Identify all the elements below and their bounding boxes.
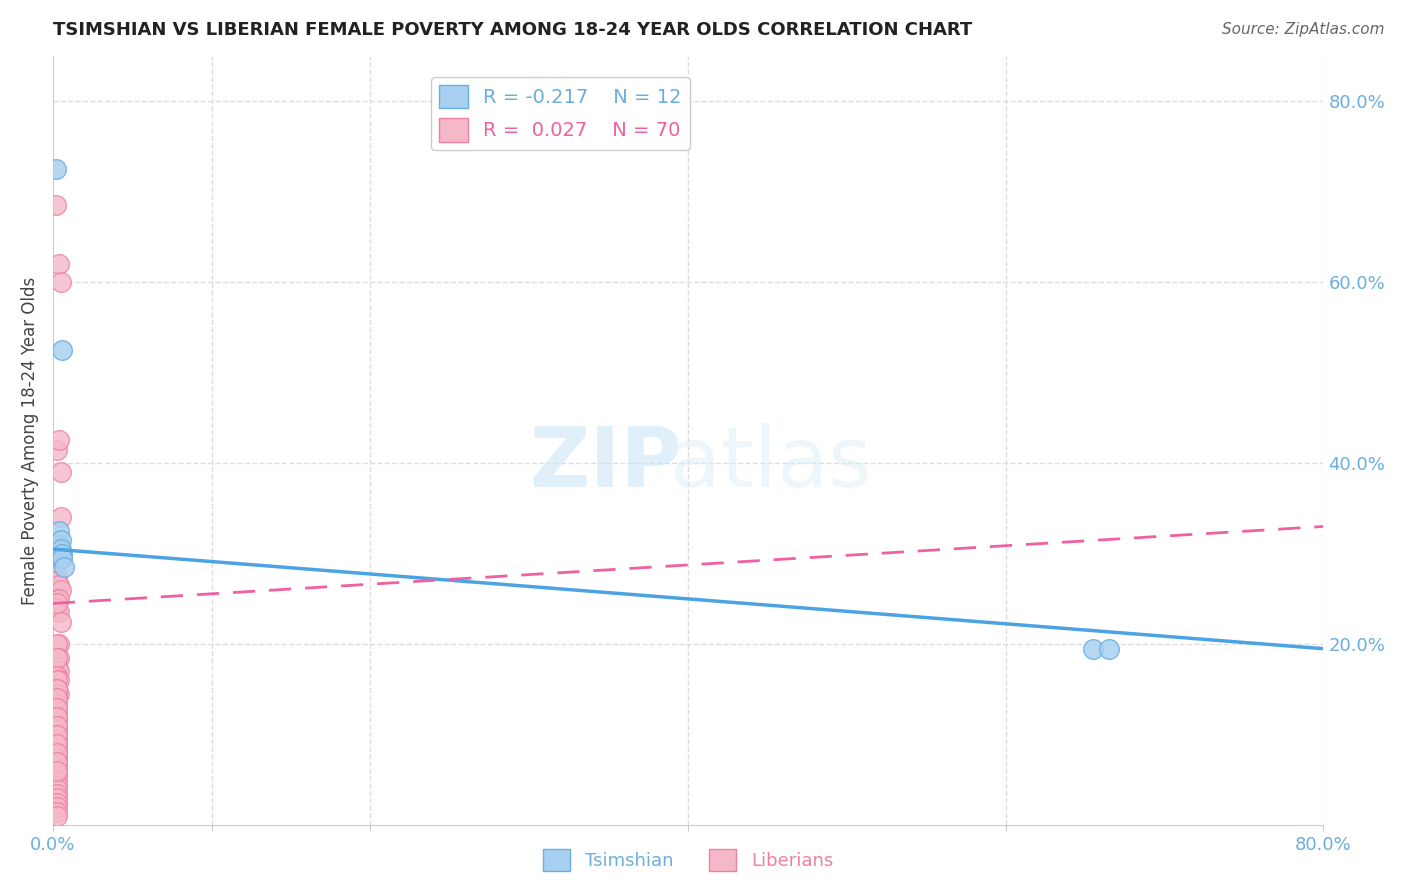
Point xyxy=(46,650,69,665)
Point xyxy=(48,434,70,448)
Point xyxy=(46,805,69,819)
Point xyxy=(46,682,69,697)
Point xyxy=(46,732,69,747)
Point xyxy=(46,750,69,764)
Point xyxy=(46,714,69,728)
Point xyxy=(46,796,69,810)
Point xyxy=(49,510,72,524)
Point xyxy=(46,442,69,457)
Point xyxy=(48,665,70,679)
Point xyxy=(46,574,69,588)
Point xyxy=(46,673,69,688)
Point xyxy=(46,768,69,782)
Point xyxy=(46,691,69,706)
Point xyxy=(46,700,69,714)
Point xyxy=(51,551,73,566)
Point xyxy=(49,551,72,566)
Point xyxy=(45,161,67,176)
Point xyxy=(46,746,69,760)
Point xyxy=(52,560,75,574)
Point xyxy=(46,772,69,787)
Text: atlas: atlas xyxy=(669,423,872,504)
Point xyxy=(49,615,72,629)
Point xyxy=(46,542,69,557)
Legend: Tsimshian, Liberians: Tsimshian, Liberians xyxy=(536,841,841,878)
Point xyxy=(46,709,69,723)
Text: TSIMSHIAN VS LIBERIAN FEMALE POVERTY AMONG 18-24 YEAR OLDS CORRELATION CHART: TSIMSHIAN VS LIBERIAN FEMALE POVERTY AMO… xyxy=(52,21,972,39)
Y-axis label: Female Poverty Among 18-24 Year Olds: Female Poverty Among 18-24 Year Olds xyxy=(21,277,39,605)
Point xyxy=(46,800,69,814)
Point xyxy=(46,809,69,823)
Point xyxy=(46,791,69,805)
Point xyxy=(46,696,69,710)
Point xyxy=(46,782,69,797)
Point xyxy=(49,465,72,479)
Point xyxy=(48,591,70,606)
Point xyxy=(49,275,72,289)
Point xyxy=(46,682,69,697)
Point xyxy=(48,650,70,665)
Point xyxy=(48,673,70,688)
Point xyxy=(46,569,69,583)
Point xyxy=(46,719,69,733)
Point xyxy=(46,700,69,714)
Point xyxy=(48,687,70,701)
Point xyxy=(48,578,70,592)
Point xyxy=(46,737,69,751)
Point xyxy=(51,547,73,561)
Point xyxy=(48,547,70,561)
Point xyxy=(48,524,70,538)
Point xyxy=(51,343,73,357)
Point xyxy=(46,764,69,778)
Point xyxy=(1098,641,1121,656)
Point xyxy=(49,582,72,597)
Point xyxy=(48,606,70,620)
Point xyxy=(48,538,70,552)
Point xyxy=(46,601,69,615)
Point xyxy=(48,257,70,271)
Point xyxy=(46,737,69,751)
Point xyxy=(51,551,73,566)
Point xyxy=(46,728,69,742)
Point xyxy=(46,687,69,701)
Text: ZIP: ZIP xyxy=(529,423,682,504)
Point xyxy=(49,533,72,547)
Point xyxy=(46,669,69,683)
Point xyxy=(1081,641,1104,656)
Point xyxy=(46,741,69,756)
Point xyxy=(46,764,69,778)
Point xyxy=(46,728,69,742)
Point xyxy=(46,777,69,791)
Point xyxy=(46,705,69,719)
Point xyxy=(46,759,69,773)
Point xyxy=(46,755,69,769)
Point xyxy=(46,591,69,606)
Text: Source: ZipAtlas.com: Source: ZipAtlas.com xyxy=(1222,22,1385,37)
Point xyxy=(46,755,69,769)
Point xyxy=(48,637,70,651)
Point xyxy=(46,746,69,760)
Point xyxy=(46,719,69,733)
Point xyxy=(49,542,72,557)
Point xyxy=(46,787,69,801)
Point xyxy=(46,709,69,723)
Point xyxy=(45,198,67,212)
Point xyxy=(46,596,69,610)
Point xyxy=(48,538,70,552)
Point xyxy=(46,637,69,651)
Point xyxy=(46,542,69,557)
Point xyxy=(46,723,69,738)
Point xyxy=(46,660,69,674)
